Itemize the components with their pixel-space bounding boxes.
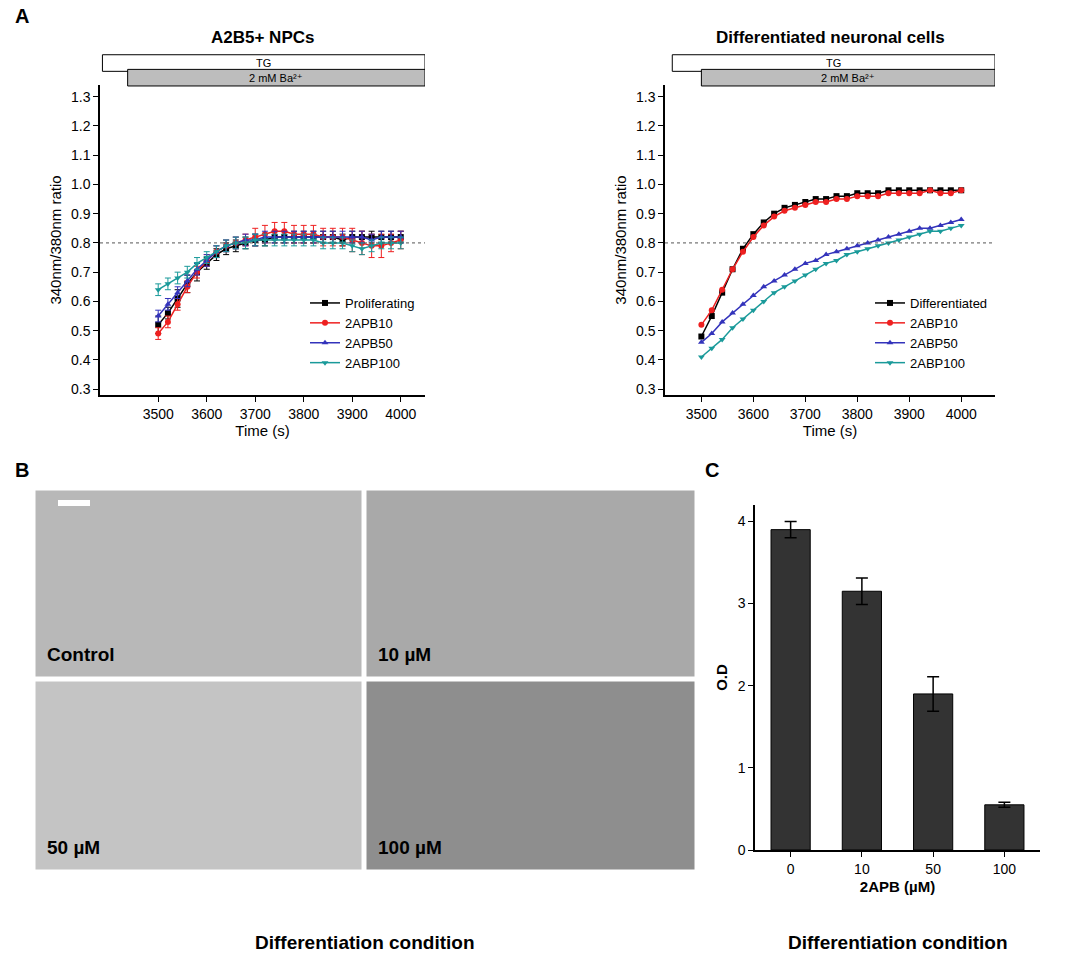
svg-text:0.3: 0.3 — [636, 381, 656, 397]
svg-text:Control: Control — [47, 644, 115, 665]
svg-text:0.4: 0.4 — [636, 352, 656, 368]
svg-text:1: 1 — [738, 760, 746, 776]
svg-text:3500: 3500 — [686, 406, 717, 422]
svg-text:1.3: 1.3 — [71, 89, 91, 105]
svg-text:4000: 4000 — [946, 406, 977, 422]
svg-text:50: 50 — [925, 861, 941, 877]
svg-text:1.0: 1.0 — [636, 176, 656, 192]
svg-text:Differentiation condition: Differentiation condition — [255, 932, 475, 953]
svg-text:0.6: 0.6 — [636, 293, 656, 309]
svg-text:2: 2 — [738, 678, 746, 694]
svg-text:B: B — [15, 459, 29, 481]
svg-text:Differentiated neuronal cells: Differentiated neuronal cells — [716, 28, 945, 47]
svg-text:TG: TG — [256, 57, 271, 69]
svg-text:2APB (µM): 2APB (µM) — [860, 878, 935, 895]
svg-text:Proliferating: Proliferating — [345, 296, 414, 311]
svg-text:Time (s): Time (s) — [803, 422, 857, 439]
svg-text:0.7: 0.7 — [636, 264, 656, 280]
svg-text:2ABP50: 2ABP50 — [910, 336, 958, 351]
svg-text:C: C — [705, 459, 719, 481]
svg-text:0.7: 0.7 — [71, 264, 91, 280]
svg-text:2APB50: 2APB50 — [345, 336, 393, 351]
svg-text:3500: 3500 — [143, 406, 174, 422]
svg-text:A2B5+ NPCs: A2B5+ NPCs — [211, 28, 314, 47]
svg-text:2ABP10: 2ABP10 — [910, 316, 958, 331]
svg-text:O.D: O.D — [713, 664, 730, 691]
svg-text:0.5: 0.5 — [71, 323, 91, 339]
svg-text:3800: 3800 — [288, 406, 319, 422]
svg-text:1.1: 1.1 — [636, 147, 656, 163]
svg-text:340nm/380nm ratio: 340nm/380nm ratio — [612, 175, 629, 304]
svg-text:1.1: 1.1 — [71, 147, 91, 163]
svg-text:2 mM Ba²⁺: 2 mM Ba²⁺ — [821, 72, 875, 84]
svg-text:0.8: 0.8 — [71, 235, 91, 251]
svg-text:3900: 3900 — [337, 406, 368, 422]
svg-text:0.8: 0.8 — [636, 235, 656, 251]
svg-text:340nm/380nm ratio: 340nm/380nm ratio — [47, 175, 64, 304]
svg-text:3700: 3700 — [240, 406, 271, 422]
svg-text:A: A — [15, 5, 29, 27]
svg-text:1.0: 1.0 — [71, 176, 91, 192]
svg-text:Differentiated: Differentiated — [910, 296, 987, 311]
svg-text:1.3: 1.3 — [636, 89, 656, 105]
svg-text:3600: 3600 — [738, 406, 769, 422]
svg-text:2 mM Ba²⁺: 2 mM Ba²⁺ — [249, 72, 303, 84]
svg-text:0.9: 0.9 — [636, 206, 656, 222]
svg-text:Time (s): Time (s) — [235, 422, 289, 439]
svg-text:4000: 4000 — [385, 406, 416, 422]
svg-text:100 µM: 100 µM — [378, 837, 442, 858]
svg-text:0.6: 0.6 — [71, 293, 91, 309]
svg-text:2ABP100: 2ABP100 — [910, 356, 965, 371]
svg-text:50 µM: 50 µM — [47, 837, 100, 858]
svg-text:100: 100 — [993, 861, 1017, 877]
svg-text:Differentiation condition: Differentiation condition — [788, 932, 1008, 953]
svg-text:3900: 3900 — [894, 406, 925, 422]
svg-text:3600: 3600 — [191, 406, 222, 422]
svg-text:10 µM: 10 µM — [378, 644, 431, 665]
svg-text:1.2: 1.2 — [71, 118, 91, 134]
svg-text:0.4: 0.4 — [71, 352, 91, 368]
svg-text:0: 0 — [787, 861, 795, 877]
svg-text:10: 10 — [854, 861, 870, 877]
svg-text:0.9: 0.9 — [71, 206, 91, 222]
svg-text:0.5: 0.5 — [636, 323, 656, 339]
svg-text:3: 3 — [738, 595, 746, 611]
svg-text:3700: 3700 — [790, 406, 821, 422]
svg-text:3800: 3800 — [842, 406, 873, 422]
svg-text:2APB10: 2APB10 — [345, 316, 393, 331]
svg-text:TG: TG — [826, 57, 841, 69]
svg-text:1.2: 1.2 — [636, 118, 656, 134]
svg-text:0: 0 — [738, 842, 746, 858]
svg-text:4: 4 — [738, 513, 746, 529]
svg-text:2ABP100: 2ABP100 — [345, 356, 400, 371]
svg-text:0.3: 0.3 — [71, 381, 91, 397]
